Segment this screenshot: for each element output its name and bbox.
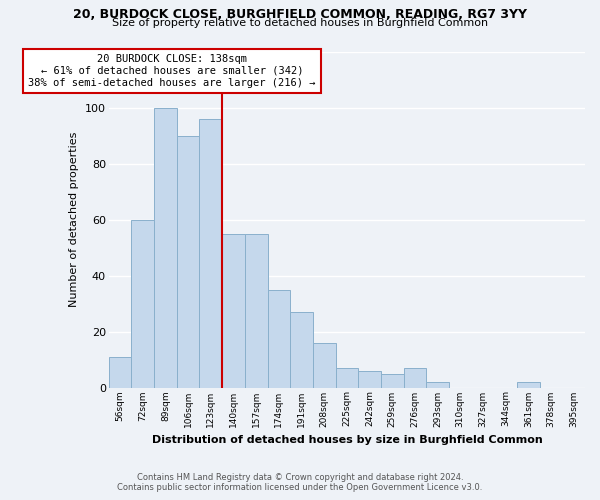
Bar <box>245 234 268 388</box>
Bar <box>517 382 539 388</box>
Bar <box>199 118 222 388</box>
Bar <box>313 342 335 388</box>
Bar <box>268 290 290 388</box>
Bar <box>426 382 449 388</box>
Bar <box>290 312 313 388</box>
Bar <box>177 136 199 388</box>
Bar <box>154 108 177 388</box>
Bar <box>131 220 154 388</box>
Y-axis label: Number of detached properties: Number of detached properties <box>69 132 79 307</box>
Text: 20, BURDOCK CLOSE, BURGHFIELD COMMON, READING, RG7 3YY: 20, BURDOCK CLOSE, BURGHFIELD COMMON, RE… <box>73 8 527 20</box>
Text: Contains HM Land Registry data © Crown copyright and database right 2024.
Contai: Contains HM Land Registry data © Crown c… <box>118 473 482 492</box>
Text: 20 BURDOCK CLOSE: 138sqm
← 61% of detached houses are smaller (342)
38% of semi-: 20 BURDOCK CLOSE: 138sqm ← 61% of detach… <box>29 54 316 88</box>
Bar <box>109 356 131 388</box>
X-axis label: Distribution of detached houses by size in Burghfield Common: Distribution of detached houses by size … <box>151 435 542 445</box>
Bar <box>358 370 381 388</box>
Bar <box>335 368 358 388</box>
Bar <box>404 368 426 388</box>
Text: Size of property relative to detached houses in Burghfield Common: Size of property relative to detached ho… <box>112 18 488 28</box>
Bar <box>222 234 245 388</box>
Bar <box>381 374 404 388</box>
